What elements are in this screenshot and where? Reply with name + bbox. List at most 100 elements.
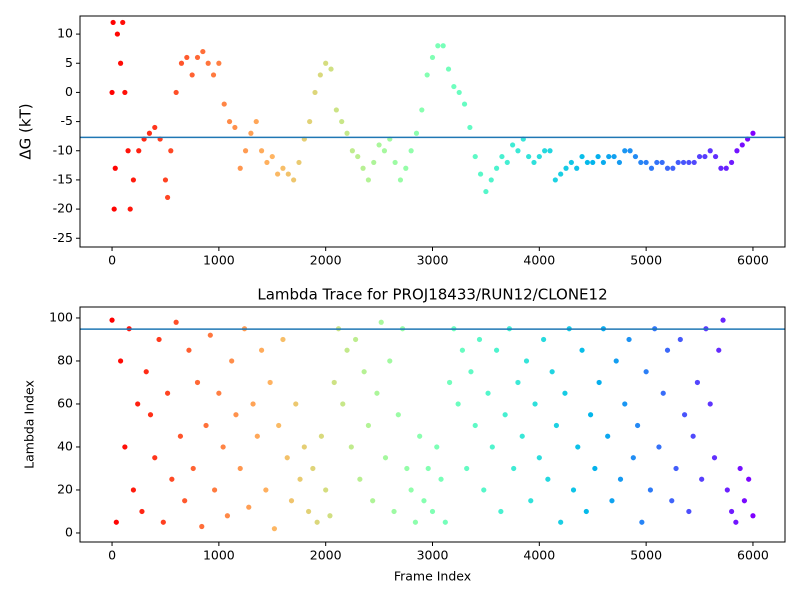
point xyxy=(297,476,303,482)
point xyxy=(162,177,169,183)
point xyxy=(301,444,307,450)
point xyxy=(248,130,254,136)
point xyxy=(493,347,500,353)
point xyxy=(169,476,175,482)
point xyxy=(203,422,209,429)
point xyxy=(344,130,350,136)
point xyxy=(627,148,633,154)
point xyxy=(429,508,436,515)
y-tick-label: 10 xyxy=(57,26,73,41)
point xyxy=(552,177,558,183)
point xyxy=(680,159,687,166)
point xyxy=(200,48,206,55)
x-tick-label: 1000 xyxy=(203,548,235,563)
y-tick-label: -25 xyxy=(53,230,73,245)
point xyxy=(349,148,355,154)
point xyxy=(264,159,270,166)
point xyxy=(446,379,453,386)
point xyxy=(592,465,598,472)
point xyxy=(374,390,380,396)
point xyxy=(702,153,708,160)
y-axis-label: ΔG (kT) xyxy=(17,103,35,159)
point xyxy=(117,60,124,66)
point xyxy=(528,498,534,504)
point xyxy=(456,89,462,96)
x-tick-label: 0 xyxy=(108,548,116,563)
point xyxy=(596,379,602,386)
point xyxy=(632,153,639,160)
point xyxy=(253,118,259,125)
point xyxy=(643,159,649,166)
point xyxy=(109,89,115,96)
point xyxy=(690,433,696,439)
point xyxy=(207,332,213,338)
point xyxy=(310,465,316,472)
point xyxy=(168,148,174,154)
point xyxy=(318,433,325,439)
point xyxy=(445,66,452,72)
point xyxy=(173,89,179,96)
point xyxy=(267,379,273,386)
point xyxy=(233,412,239,418)
point xyxy=(136,148,142,154)
x-tick-label: 3000 xyxy=(417,253,449,268)
point xyxy=(408,487,414,493)
point xyxy=(424,72,430,78)
point xyxy=(609,498,615,504)
point xyxy=(296,159,302,166)
point xyxy=(421,498,427,504)
point xyxy=(605,433,611,439)
point xyxy=(750,513,756,519)
point xyxy=(570,487,577,493)
point xyxy=(739,142,745,148)
point xyxy=(723,165,729,171)
y-tick-label: 0 xyxy=(65,524,73,539)
point xyxy=(125,148,131,154)
point xyxy=(190,465,196,472)
point xyxy=(733,519,739,525)
point xyxy=(579,153,585,160)
point xyxy=(229,358,235,364)
point xyxy=(455,401,461,407)
point xyxy=(468,369,474,375)
y-tick-label: 40 xyxy=(57,438,73,453)
point xyxy=(216,60,222,66)
point xyxy=(173,319,179,325)
point xyxy=(617,476,624,482)
y-tick-label: 100 xyxy=(49,309,73,324)
point xyxy=(130,487,137,493)
point xyxy=(476,336,483,343)
point xyxy=(194,379,201,386)
point xyxy=(360,165,366,171)
point xyxy=(638,159,644,166)
point xyxy=(242,148,249,154)
point xyxy=(712,153,719,160)
point xyxy=(232,124,238,131)
x-tick-label: 5000 xyxy=(630,548,662,563)
x-tick-label: 5000 xyxy=(630,253,662,268)
point xyxy=(750,130,756,136)
point xyxy=(485,390,491,396)
point xyxy=(114,31,120,37)
point xyxy=(276,422,282,429)
point xyxy=(673,465,679,472)
point xyxy=(365,422,372,429)
point xyxy=(328,66,334,72)
point xyxy=(611,153,617,160)
point xyxy=(237,465,243,472)
point xyxy=(395,412,401,418)
point xyxy=(622,401,628,407)
point xyxy=(156,336,162,343)
point xyxy=(587,412,594,418)
point xyxy=(600,159,607,166)
point xyxy=(493,165,500,171)
point xyxy=(246,504,252,510)
point xyxy=(504,159,510,166)
point xyxy=(741,498,748,504)
point xyxy=(143,369,149,375)
point xyxy=(189,72,195,78)
point xyxy=(574,165,580,171)
chart-title: Lambda Trace for PROJ18433/RUN12/CLONE12 xyxy=(257,286,607,304)
y-tick-label: 80 xyxy=(57,352,73,367)
point xyxy=(622,148,628,154)
